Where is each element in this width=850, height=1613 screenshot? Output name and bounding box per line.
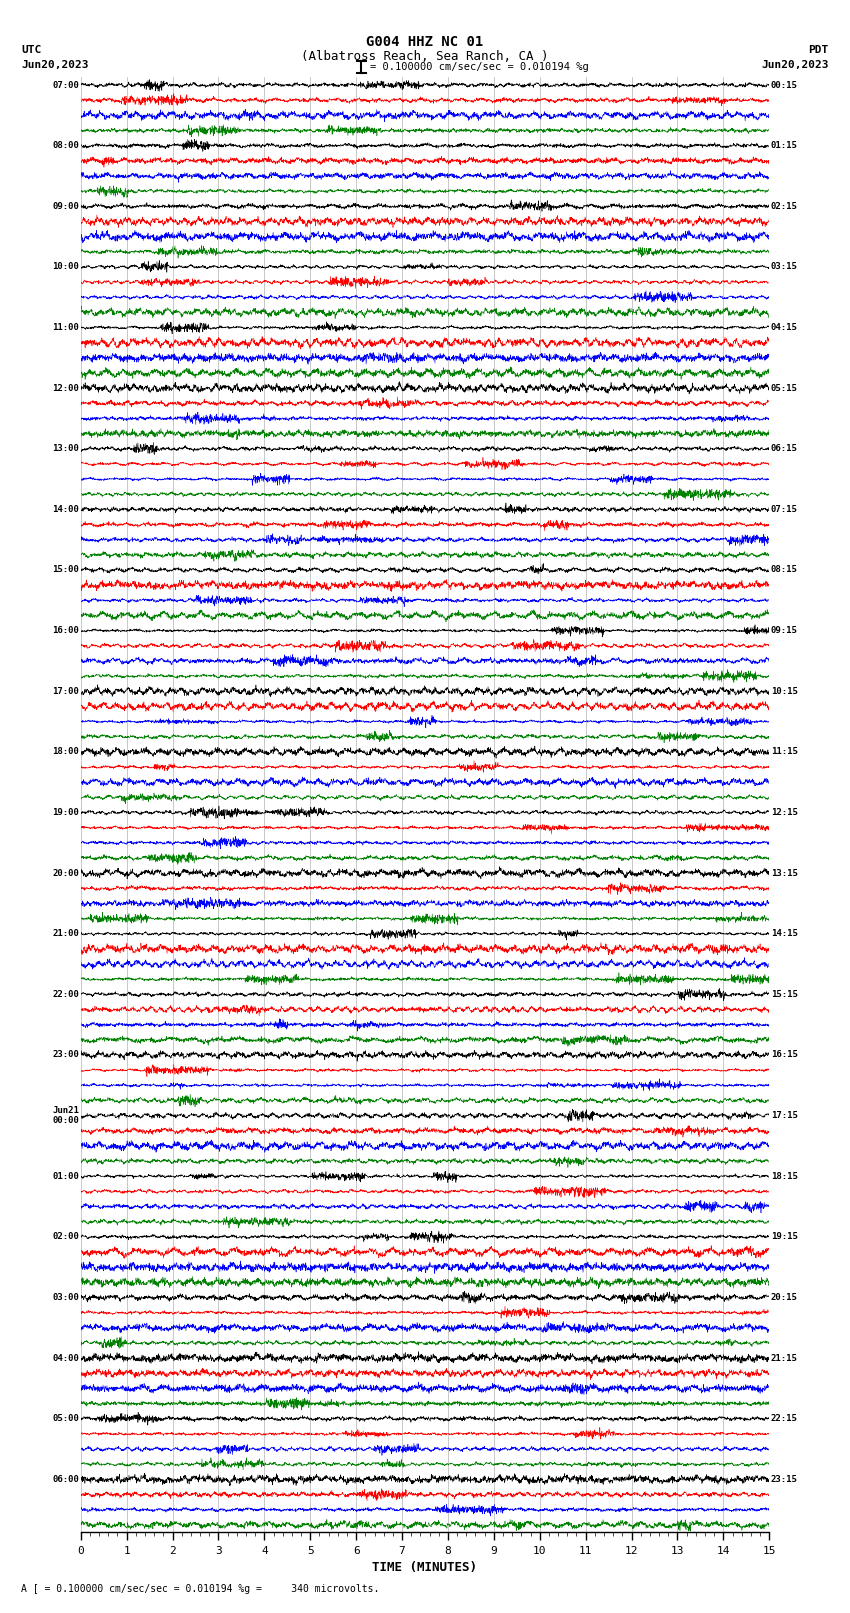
Text: A [ = 0.100000 cm/sec/sec = 0.010194 %g =     340 microvolts.: A [ = 0.100000 cm/sec/sec = 0.010194 %g … [21, 1584, 380, 1594]
Text: 22:00: 22:00 [53, 990, 79, 998]
Text: (Albatross Reach, Sea Ranch, CA ): (Albatross Reach, Sea Ranch, CA ) [301, 50, 549, 63]
Text: 22:15: 22:15 [771, 1415, 797, 1423]
Text: 12:00: 12:00 [53, 384, 79, 392]
Text: 23:15: 23:15 [771, 1474, 797, 1484]
Text: 15:15: 15:15 [771, 990, 797, 998]
Text: 17:15: 17:15 [771, 1111, 797, 1119]
Text: 09:00: 09:00 [53, 202, 79, 211]
Text: 02:00: 02:00 [53, 1232, 79, 1242]
Text: 05:00: 05:00 [53, 1415, 79, 1423]
Text: 01:15: 01:15 [771, 140, 797, 150]
Text: 14:15: 14:15 [771, 929, 797, 939]
Text: 02:15: 02:15 [771, 202, 797, 211]
Text: 15:00: 15:00 [53, 566, 79, 574]
Text: 10:00: 10:00 [53, 263, 79, 271]
Text: UTC: UTC [21, 45, 42, 55]
Text: 14:00: 14:00 [53, 505, 79, 515]
Text: 08:15: 08:15 [771, 566, 797, 574]
Text: G004 HHZ NC 01: G004 HHZ NC 01 [366, 35, 484, 50]
Text: 06:00: 06:00 [53, 1474, 79, 1484]
Text: = 0.100000 cm/sec/sec = 0.010194 %g: = 0.100000 cm/sec/sec = 0.010194 %g [370, 61, 588, 73]
Text: 01:00: 01:00 [53, 1171, 79, 1181]
Text: 10:15: 10:15 [771, 687, 797, 695]
Text: 03:00: 03:00 [53, 1294, 79, 1302]
Text: 17:00: 17:00 [53, 687, 79, 695]
Text: 16:00: 16:00 [53, 626, 79, 636]
Text: 03:15: 03:15 [771, 263, 797, 271]
Text: 13:15: 13:15 [771, 868, 797, 877]
Text: 21:15: 21:15 [771, 1353, 797, 1363]
Text: 16:15: 16:15 [771, 1050, 797, 1060]
Text: Jun20,2023: Jun20,2023 [762, 60, 829, 69]
X-axis label: TIME (MINUTES): TIME (MINUTES) [372, 1561, 478, 1574]
Text: PDT: PDT [808, 45, 829, 55]
Text: 20:15: 20:15 [771, 1294, 797, 1302]
Text: 20:00: 20:00 [53, 868, 79, 877]
Text: 11:00: 11:00 [53, 323, 79, 332]
Text: 13:00: 13:00 [53, 444, 79, 453]
Text: 18:00: 18:00 [53, 747, 79, 756]
Text: 07:15: 07:15 [771, 505, 797, 515]
Text: 09:15: 09:15 [771, 626, 797, 636]
Text: 04:15: 04:15 [771, 323, 797, 332]
Text: 18:15: 18:15 [771, 1171, 797, 1181]
Text: 19:00: 19:00 [53, 808, 79, 816]
Text: Jun20,2023: Jun20,2023 [21, 60, 88, 69]
Text: Jun21
00:00: Jun21 00:00 [53, 1107, 79, 1126]
Text: 04:00: 04:00 [53, 1353, 79, 1363]
Text: 12:15: 12:15 [771, 808, 797, 816]
Text: 23:00: 23:00 [53, 1050, 79, 1060]
Text: 06:15: 06:15 [771, 444, 797, 453]
Text: 19:15: 19:15 [771, 1232, 797, 1242]
Text: 00:15: 00:15 [771, 81, 797, 89]
Text: 07:00: 07:00 [53, 81, 79, 89]
Text: 08:00: 08:00 [53, 140, 79, 150]
Text: 11:15: 11:15 [771, 747, 797, 756]
Text: 05:15: 05:15 [771, 384, 797, 392]
Text: 21:00: 21:00 [53, 929, 79, 939]
